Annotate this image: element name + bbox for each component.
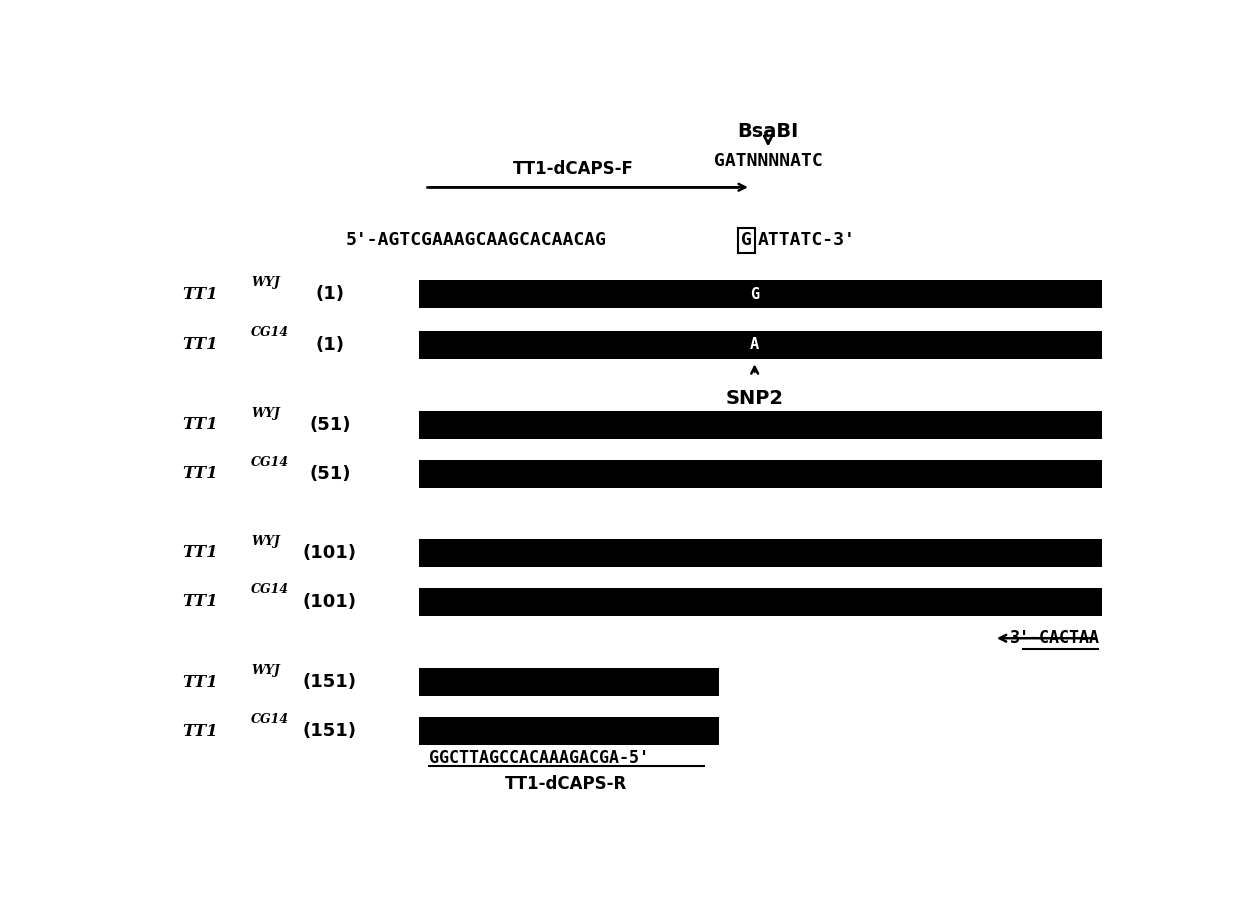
Text: WYJ: WYJ: [250, 664, 280, 676]
Text: TT1: TT1: [182, 466, 218, 482]
Bar: [419, 587, 1101, 616]
Text: WYJ: WYJ: [250, 535, 280, 548]
Text: 3'-CACTAA: 3'-CACTAA: [1009, 629, 1100, 647]
Text: CG14: CG14: [250, 584, 289, 597]
Text: ATTATC-3': ATTATC-3': [758, 232, 856, 250]
Text: A: A: [750, 337, 759, 352]
Text: BsaBI: BsaBI: [738, 122, 799, 141]
Text: 5'-AGTCGAAAGCAAGCACAACAG: 5'-AGTCGAAAGCAAGCACAACAG: [345, 232, 606, 250]
Text: GGCTTAGCCACAAAGACGA-5': GGCTTAGCCACAAAGACGA-5': [429, 749, 649, 766]
Text: TT1: TT1: [182, 593, 218, 610]
Bar: [419, 411, 1101, 439]
Text: TT1: TT1: [182, 417, 218, 433]
Text: TT1: TT1: [182, 723, 218, 740]
Bar: [419, 717, 719, 745]
Text: (51): (51): [309, 465, 351, 483]
Text: (151): (151): [303, 673, 357, 691]
Text: SNP2: SNP2: [725, 389, 784, 408]
Text: GATNNNNATC: GATNNNNATC: [714, 153, 822, 171]
Text: (151): (151): [303, 722, 357, 740]
Text: TT1: TT1: [182, 674, 218, 691]
Text: (51): (51): [309, 416, 351, 434]
Text: TT1-dCAPS-F: TT1-dCAPS-F: [512, 160, 634, 178]
Bar: [738, 228, 755, 252]
Text: CG14: CG14: [250, 326, 289, 340]
Text: G: G: [740, 232, 751, 250]
Bar: [419, 668, 719, 696]
Text: (1): (1): [315, 336, 345, 353]
Text: TT1: TT1: [182, 286, 218, 302]
Text: WYJ: WYJ: [250, 276, 280, 289]
Bar: [419, 331, 1101, 359]
Text: WYJ: WYJ: [250, 407, 280, 419]
Text: CG14: CG14: [250, 456, 289, 469]
Bar: [419, 460, 1101, 488]
Text: (1): (1): [315, 285, 345, 303]
Text: TT1-dCAPS-R: TT1-dCAPS-R: [505, 775, 627, 793]
Text: G: G: [750, 287, 759, 301]
Bar: [419, 539, 1101, 567]
Text: TT1: TT1: [182, 545, 218, 561]
Bar: [419, 281, 1101, 308]
Text: CG14: CG14: [250, 713, 289, 725]
Text: (101): (101): [303, 593, 357, 611]
Text: (101): (101): [303, 544, 357, 562]
Text: TT1: TT1: [182, 336, 218, 353]
